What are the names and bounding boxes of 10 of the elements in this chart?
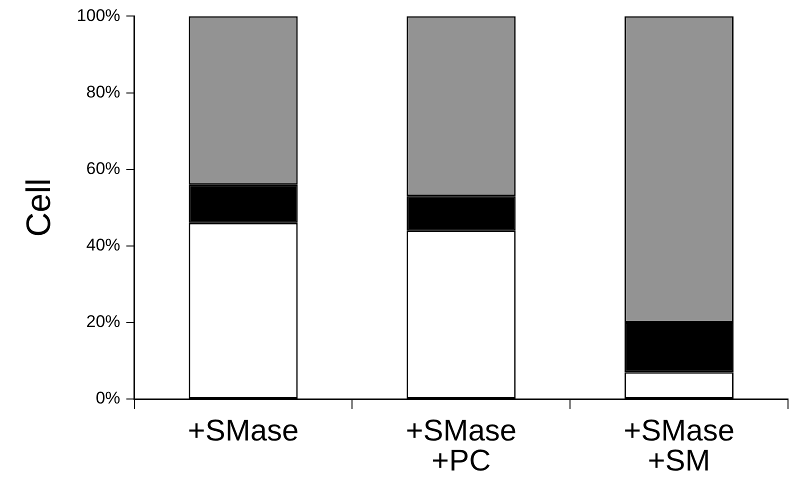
y-tick-label: 80% [86,82,120,102]
y-axis-title: Cell [20,178,58,237]
y-tick-label: 100% [76,6,120,25]
y-tick-label: 60% [86,159,120,178]
y-tick-label: 0% [96,388,120,408]
y-tick-label: 40% [86,236,120,255]
x-tick-label: +SMase +PC [406,414,517,478]
y-tick-label: 20% [86,312,120,332]
x-tick-label: +SMase [188,414,299,448]
x-tick-label: +SMase +SM [624,414,734,478]
